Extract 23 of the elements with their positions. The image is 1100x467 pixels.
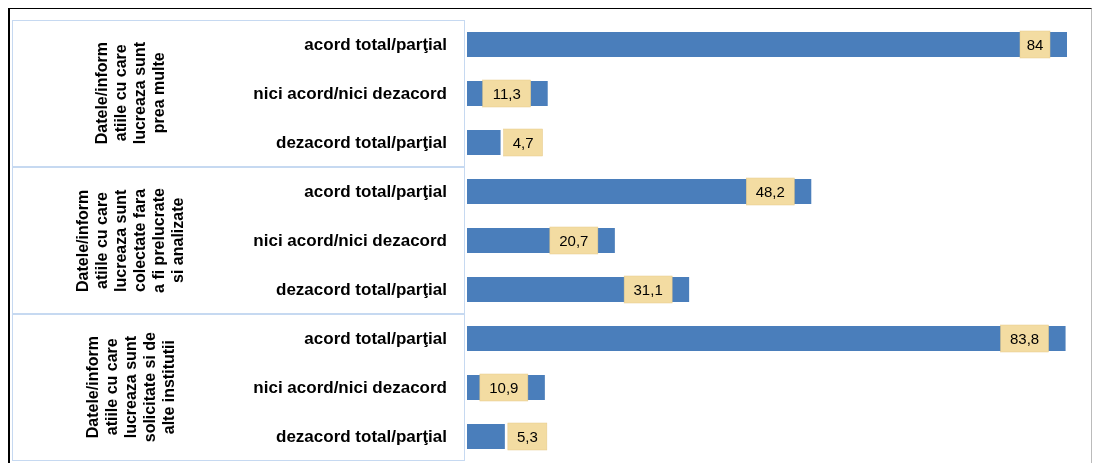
data-label: 31,1 [633, 281, 663, 298]
text: Datele/inform atiile cu care lucreaza sunt solicitate si de alte institutii [82, 332, 178, 443]
bar [467, 326, 1066, 351]
data-label: 48,2 [755, 183, 785, 200]
y-tick-label: nici acord/nici dezacord [253, 84, 447, 103]
y-tick-label: nici acord/nici dezacord [253, 378, 447, 397]
y-tick-label: acord total/parţial [304, 35, 447, 54]
y-tick-label: nici acord/nici dezacord [253, 231, 447, 250]
data-label: 20,7 [559, 232, 589, 249]
bar [467, 32, 1067, 57]
data-label: 11,3 [492, 85, 521, 102]
y-tick-label: dezacord total/parţial [276, 427, 447, 446]
y-tick-label: acord total/parţial [304, 182, 447, 201]
data-label: 4,7 [512, 134, 534, 151]
data-label: 5,3 [516, 428, 538, 445]
y-tick-label: dezacord total/parţial [276, 280, 447, 299]
data-label: 83,8 [1009, 330, 1040, 347]
y-tick-label: dezacord total/parţial [276, 133, 447, 152]
data-label: 10,9 [489, 379, 519, 396]
y-tick-label: acord total/parţial [304, 329, 447, 348]
text: Datele/inform atiile cu care lucreaza sunt colectate fara a fi prelucrate si analizate [73, 188, 187, 293]
data-label: 84 [1026, 36, 1044, 53]
text: Datele/inform atiile cu care lucreaza sunt prea multe [92, 42, 168, 145]
